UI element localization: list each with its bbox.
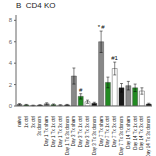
html-text:B CD4 KO: B CD4 KO [16, 1, 56, 10]
svg-text:4: 4 [9, 60, 13, 66]
svg-text:Day 7 Tx sham: Day 7 Tx sham [99, 116, 104, 146]
svg-text:#: # [79, 87, 83, 93]
svg-text:#1: #1 [111, 55, 118, 61]
svg-text:Day 7 Tx 3x donors: Day 7 Tx 3x donors [119, 115, 124, 155]
svg-text:3x ctrl: 3x ctrl [31, 116, 36, 128]
svg-text:Day 1 Tx 3x ctrl: Day 1 Tx 3x ctrl [58, 116, 63, 147]
svg-text:Day 14 Tx 1x ctrl: Day 14 Tx 1x ctrl [133, 116, 138, 150]
svg-text:Day 14 Tx 3x ctrl: Day 14 Tx 3x ctrl [139, 116, 144, 150]
svg-text:1x ctrl: 1x ctrl [24, 116, 29, 128]
svg-text:Day 3 Tx sham: Day 3 Tx sham [71, 116, 76, 146]
svg-text:Day 3 Tx 3x donors: Day 3 Tx 3x donors [92, 115, 97, 155]
svg-text:2: 2 [9, 82, 13, 88]
svg-text:Day 1 Tx 1x ctrl: Day 1 Tx 1x ctrl [51, 116, 56, 147]
svg-text:Day 14 Tx sham: Day 14 Tx sham [126, 116, 131, 149]
svg-text:Day 1 Tx 3x donors: Day 1 Tx 3x donors [65, 115, 70, 155]
svg-text:Day 3 Tx 3x ctrl: Day 3 Tx 3x ctrl [85, 116, 90, 147]
svg-text:6: 6 [9, 39, 13, 45]
svg-text:Day 1 Tx sham: Day 1 Tx sham [44, 116, 49, 146]
svg-text:#: # [101, 24, 105, 30]
svg-text:naive: naive [17, 116, 22, 127]
svg-text:Day 7 Tx 3x ctrl: Day 7 Tx 3x ctrl [112, 116, 117, 147]
svg-text:0: 0 [9, 103, 13, 109]
svg-text:Day 7 Tx 1x ctrl: Day 7 Tx 1x ctrl [105, 116, 110, 147]
svg-text:8: 8 [9, 17, 13, 23]
svg-text:Day 3 Tx 1x ctrl: Day 3 Tx 1x ctrl [78, 116, 83, 147]
svg-text:Day 14 Tx 3x donors: Day 14 Tx 3x donors [146, 115, 148, 156]
svg-text:3x donors: 3x donors [37, 115, 42, 136]
